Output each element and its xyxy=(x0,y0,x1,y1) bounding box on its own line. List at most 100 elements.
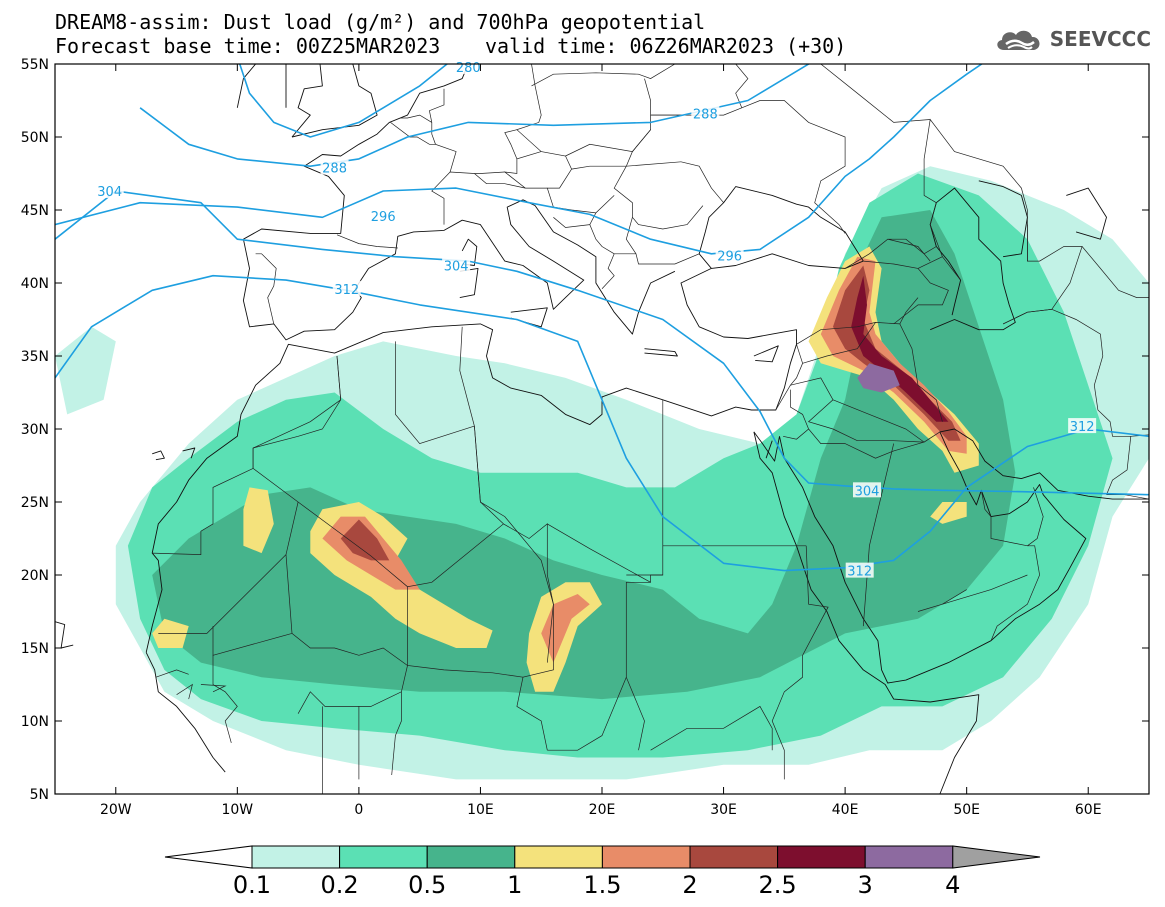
border-58 xyxy=(565,129,651,157)
contour-312 xyxy=(55,274,1149,572)
contour-label-312: 312 xyxy=(1068,418,1097,435)
y-tick-label: 20N xyxy=(21,568,49,584)
border-37 xyxy=(980,490,1040,641)
contour-296 xyxy=(55,64,984,255)
border-38 xyxy=(942,574,1028,605)
y-tick-label: 10N xyxy=(21,714,49,730)
coastline-6 xyxy=(291,64,323,138)
colorbar-swatch-3 xyxy=(864,845,954,869)
colorbar-swatch-1 xyxy=(514,845,603,869)
border-40 xyxy=(1027,487,1044,547)
coastline-4 xyxy=(243,64,469,240)
border-55 xyxy=(553,217,590,228)
coastline-22 xyxy=(644,348,678,357)
svg-text:312: 312 xyxy=(1070,420,1095,435)
y-tick-label: 5N xyxy=(30,787,49,803)
x-tick-label: 50E xyxy=(953,802,980,818)
x-tick-label: 10W xyxy=(221,802,253,818)
svg-text:288: 288 xyxy=(322,162,347,177)
country-borders xyxy=(152,64,1149,794)
border-61 xyxy=(428,88,457,173)
contour-304 xyxy=(55,190,1149,496)
border-21 xyxy=(176,683,193,700)
border-43 xyxy=(1081,246,1149,298)
colorbar-label: 0.1 xyxy=(233,871,271,899)
border-32 xyxy=(863,260,949,325)
contour-label-288: 288 xyxy=(691,105,720,123)
border-28 xyxy=(802,322,876,364)
coastline-0 xyxy=(145,652,226,773)
coastline-23 xyxy=(753,345,779,363)
svg-text:312: 312 xyxy=(334,283,359,298)
border-54 xyxy=(546,165,627,214)
border-47 xyxy=(680,161,724,203)
x-tick-label: 20W xyxy=(100,802,132,818)
border-36 xyxy=(862,443,895,627)
coastline-5 xyxy=(291,64,378,138)
dust-region-7 xyxy=(526,582,602,692)
border-18 xyxy=(212,655,238,743)
border-51 xyxy=(625,217,700,265)
coastline-9 xyxy=(753,431,980,794)
colorbar-swatch-0.5 xyxy=(426,845,516,869)
colorbar-label: 0.2 xyxy=(321,871,359,899)
border-16 xyxy=(407,586,524,678)
coastline-2 xyxy=(698,186,864,269)
y-tick-label: 15N xyxy=(21,641,49,657)
coastline-18 xyxy=(55,621,74,649)
map-area xyxy=(55,64,1149,794)
colorbar-extend-low xyxy=(164,845,253,869)
contour-label-304: 304 xyxy=(852,482,881,499)
contour-label-304: 304 xyxy=(442,257,471,274)
colorbar-label: 4 xyxy=(945,871,960,899)
valid-time-text: valid time: 06Z26MAR2023 (+30) xyxy=(485,34,847,58)
contour-label-288: 288 xyxy=(320,159,349,177)
border-26 xyxy=(790,377,941,443)
contour-label-304: 304 xyxy=(95,183,124,200)
contour-280 xyxy=(238,64,449,138)
dust-region-9 xyxy=(930,502,967,524)
border-17 xyxy=(391,691,402,776)
contour-label-296: 296 xyxy=(715,247,744,264)
coastline-16 xyxy=(152,450,165,461)
svg-text:304: 304 xyxy=(97,185,122,200)
coastline-13 xyxy=(929,187,1016,331)
colorbar-swatch-0.1 xyxy=(251,845,341,869)
y-tick-label: 25N xyxy=(21,495,49,511)
contour-288 xyxy=(139,64,811,167)
x-tick-label: 30E xyxy=(710,802,737,818)
y-tick-label: 55N xyxy=(21,57,49,73)
border-70 xyxy=(923,158,937,204)
coastline-19 xyxy=(461,238,478,266)
x-tick-label: 0 xyxy=(354,802,363,818)
colorbar-label: 1 xyxy=(507,871,522,899)
border-39 xyxy=(917,589,967,612)
border-71 xyxy=(820,64,931,123)
svg-text:312: 312 xyxy=(847,565,872,580)
border-45 xyxy=(929,202,943,257)
border-57 xyxy=(503,151,548,189)
coastlines xyxy=(55,64,1149,794)
contour-label-280: 280 xyxy=(454,58,483,76)
border-31 xyxy=(808,428,925,459)
border-27 xyxy=(832,399,925,443)
dust-region-5 xyxy=(243,487,274,554)
dust-region-1 xyxy=(55,326,116,415)
dust-region-16 xyxy=(857,363,900,393)
border-68 xyxy=(735,64,749,108)
border-60 xyxy=(474,173,526,189)
svg-text:296: 296 xyxy=(371,210,396,225)
x-tick-label: 60E xyxy=(1075,802,1102,818)
coastline-15 xyxy=(1066,187,1107,240)
border-56 xyxy=(516,64,572,170)
border-48 xyxy=(626,161,682,167)
coastline-17 xyxy=(182,447,196,459)
dust-region-15 xyxy=(851,275,949,422)
svg-text:280: 280 xyxy=(456,61,481,76)
border-67 xyxy=(531,64,676,87)
border-4 xyxy=(158,554,287,634)
colorbar: 0.1 0.2 0.5 1 1.5 2 2.5 3 4 xyxy=(164,845,1041,899)
border-66 xyxy=(255,253,277,324)
y-tick-label: 30N xyxy=(21,422,49,438)
coastline-1 xyxy=(145,253,864,653)
